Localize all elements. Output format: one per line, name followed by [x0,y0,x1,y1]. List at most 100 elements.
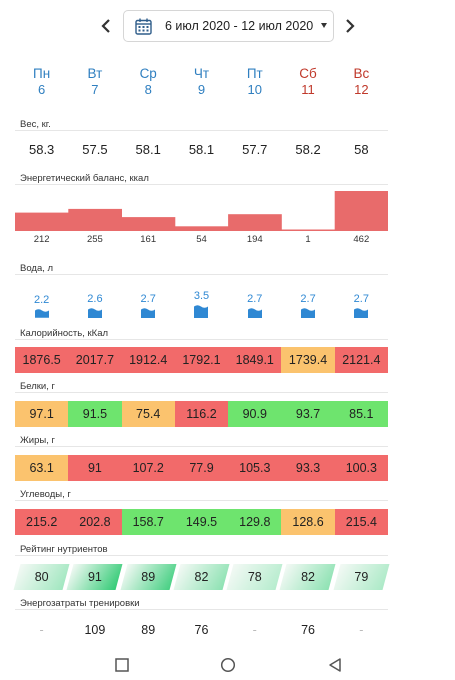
training-energy-value: 109 [84,623,106,637]
carbs-value: 202.8 [68,509,122,535]
water-cell: 2.7 [335,286,388,320]
nutrient-rating-value: 89 [141,570,156,584]
nutrient-rating-cell: 89 [120,564,177,590]
water-glass-icon [87,308,102,318]
nutrient-rating-cell: 80 [13,564,70,590]
nutrient-rating-cell: 78 [226,564,283,590]
carbs-row: 215.2 202.8 158.7 149.5 129.8 128.6 215.4 [15,509,388,535]
day-date: 10 [247,82,262,97]
next-week-button[interactable] [336,12,364,40]
divider [15,184,388,185]
fat-value: 93.3 [281,455,335,481]
weight-value: 58.1 [135,142,161,157]
carbs-value: 158.7 [121,509,175,535]
weight-value: 58.1 [188,142,215,157]
day-column[interactable]: Пн 6 [15,66,68,97]
energy-balance-bar [281,229,336,231]
fat-value: 107.2 [121,455,175,481]
water-value: 3.5 [193,290,210,302]
weight-label: Вес, кг. [20,119,51,130]
protein-value: 75.4 [121,401,175,427]
nutrient-rating-cell: 79 [333,564,390,590]
water-glass-icon [354,307,369,318]
system-navbar [0,650,455,680]
nutrient-rating-value: 82 [301,570,315,584]
water-value: 2.2 [33,294,50,307]
date-range-text: 6 июл 2020 - 12 июл 2020 [165,19,314,33]
nutrient-rating-cell: 91 [66,564,124,590]
divider [15,339,388,340]
weight-value: 57.7 [242,142,268,157]
energy-balance-bar [174,226,229,231]
weight-value: 58.3 [28,142,55,157]
date-range-picker[interactable]: 6 июл 2020 - 12 июл 2020 [123,10,334,42]
calories-value: 1849.1 [228,347,282,373]
divider [15,130,388,131]
water-cell: 2.7 [122,286,175,320]
protein-value: 91.5 [68,401,122,427]
calories-value: 1876.5 [15,347,69,373]
divider [15,392,388,393]
day-name: Ср [139,66,157,81]
water-value: 2.7 [247,292,263,305]
day-name: Пн [33,66,51,81]
day-date: 9 [197,82,206,97]
day-column[interactable]: Ср 8 [122,66,175,97]
day-date: 6 [38,82,46,97]
triangle-back-icon[interactable] [327,657,343,673]
prev-week-button[interactable] [92,12,120,40]
fat-value: 77.9 [174,455,229,481]
nutrient-rating-cell: 82 [173,564,230,590]
protein-value: 97.1 [15,401,69,427]
divider [15,500,388,501]
day-date: 7 [91,82,99,97]
calendar-icon [135,18,152,35]
square-icon[interactable] [114,657,130,673]
weight-row: 58.3 57.5 58.1 58.1 57.7 58.2 58 [15,142,388,157]
nutrient-rating-row: 80 91 89 82 78 82 79 [13,564,390,590]
circle-icon[interactable] [220,657,236,673]
water-cell: 3.5 [175,286,228,320]
training-energy-value: - [359,623,364,637]
fat-value: 63.1 [15,455,69,481]
nutrient-rating-value: 80 [34,570,49,584]
day-column[interactable]: Пт 10 [228,66,281,97]
water-glass-icon [301,307,316,318]
protein-value: 90.9 [228,401,282,427]
fat-label: Жиры, г [20,435,55,446]
fat-value: 100.3 [334,455,388,481]
training-energy-value: 89 [141,623,156,637]
fat-value: 105.3 [228,455,282,481]
calories-value: 1739.4 [281,347,335,373]
energy-balance-label: Энергетический баланс, ккал [20,173,149,184]
water-glass-icon [34,309,49,319]
chevron-right-icon [346,19,355,33]
nutrient-rating-cell: 82 [279,564,337,590]
day-column[interactable]: Вс 12 [335,66,388,97]
training-energy-value: - [252,623,257,637]
divider [15,274,388,275]
divider [15,446,388,447]
nutrient-rating-value: 91 [87,570,102,584]
energy-balance-value: 462 [353,234,370,245]
energy-balance-values: 212 255 161 54 194 1 462 [15,234,388,245]
divider [15,609,388,610]
chevron-left-icon [101,19,110,33]
protein-row: 97.1 91.5 75.4 116.2 90.9 93.7 85.1 [15,401,388,427]
day-column[interactable]: Вт 7 [68,66,121,97]
calories-label: Калорийность, кКал [20,328,109,339]
energy-balance-value: 161 [140,234,157,245]
energy-balance-bar [121,217,176,231]
water-value: 2.7 [300,292,316,305]
calories-value: 2121.4 [334,347,388,373]
training-energy-value: - [39,623,44,637]
day-name: Вс [353,66,370,81]
weight-value: 58 [354,142,369,157]
day-column[interactable]: Сб 11 [281,66,334,97]
energy-balance-bar [15,212,69,231]
training-energy-value: 76 [301,623,315,637]
protein-value: 93.7 [281,401,335,427]
water-cell: 2.6 [68,286,121,320]
carbs-value: 215.4 [334,509,388,535]
day-column[interactable]: Чт 9 [175,66,228,97]
